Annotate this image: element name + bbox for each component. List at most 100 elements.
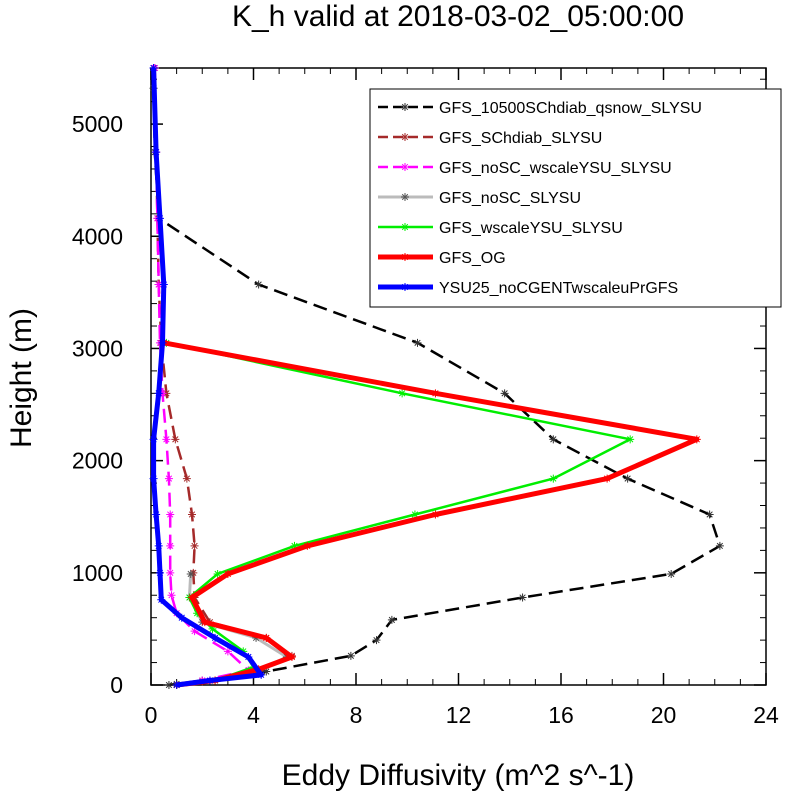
data-point-marker — [549, 435, 558, 444]
data-point-marker — [287, 652, 296, 661]
y-tick-label: 5000 — [72, 111, 123, 137]
data-point-marker — [603, 474, 612, 483]
y-tick-label: 3000 — [72, 335, 123, 361]
data-point-marker — [705, 510, 714, 519]
data-point-marker — [188, 510, 196, 519]
data-point-marker — [413, 338, 422, 347]
data-point-marker — [500, 389, 509, 398]
data-point-marker — [157, 595, 166, 604]
data-point-marker — [262, 633, 271, 642]
legend-marker — [401, 133, 409, 141]
series-4 — [162, 338, 635, 689]
legend-marker — [401, 193, 409, 201]
data-point-marker — [200, 618, 209, 627]
legend-label: GFS_noSC_SLYSU — [439, 190, 581, 207]
legend-label: GFS_OG — [439, 250, 506, 267]
data-point-marker — [188, 593, 196, 602]
data-point-marker — [431, 510, 440, 519]
data-point-marker — [155, 214, 164, 223]
chart-title: K_h valid at 2018-03-02_05:00:00 — [232, 0, 684, 33]
series-2 — [150, 64, 253, 689]
data-point-marker — [164, 681, 173, 689]
y-tick-label: 0 — [110, 672, 123, 698]
x-tick-label: 8 — [350, 702, 363, 728]
x-tick-label: 0 — [145, 702, 158, 728]
data-point-marker — [518, 593, 527, 602]
series-6 — [149, 64, 266, 689]
legend-marker — [401, 283, 409, 291]
y-tick-label: 1000 — [72, 560, 123, 586]
data-point-marker — [167, 591, 176, 600]
x-tick-label: 20 — [651, 702, 677, 728]
data-point-marker — [164, 474, 173, 483]
data-point-marker — [190, 541, 199, 550]
data-point-marker — [252, 633, 261, 642]
data-point-marker — [154, 389, 163, 398]
legend-box — [369, 88, 782, 308]
data-point-marker — [372, 636, 381, 645]
legend-marker — [401, 163, 409, 171]
data-point-marker — [290, 541, 299, 550]
y-tick-label: 4000 — [72, 223, 123, 249]
data-point-marker — [213, 569, 222, 578]
data-point-marker — [166, 541, 175, 550]
data-point-marker — [149, 474, 158, 483]
data-point-marker — [254, 280, 263, 289]
series-line — [163, 340, 700, 688]
y-axis-label: Height (m) — [5, 308, 38, 448]
legend-label: GFS_noSC_wscaleYSU_SLYSU — [439, 160, 672, 177]
x-tick-label: 12 — [446, 702, 472, 728]
data-point-marker — [667, 569, 676, 578]
data-point-marker — [182, 474, 191, 483]
data-point-marker — [208, 624, 217, 633]
data-point-marker — [162, 435, 171, 444]
series-line — [153, 67, 250, 687]
legend-label: GFS_10500SChdiab_qsnow_SLYSU — [439, 100, 702, 117]
data-point-marker — [158, 338, 167, 347]
data-point-marker — [149, 435, 158, 444]
legend-marker — [401, 253, 409, 261]
data-point-marker — [623, 474, 632, 483]
data-point-marker — [172, 681, 181, 689]
data-point-marker — [223, 647, 232, 656]
legend: GFS_10500SChdiab_qsnow_SLYSU GFS_SChdiab_… — [369, 88, 782, 308]
data-point-marker — [257, 670, 266, 679]
legend-label: GFS_wscaleYSU_SLYSU — [439, 220, 623, 237]
data-point-marker — [159, 280, 168, 289]
data-point-marker — [223, 569, 232, 578]
data-point-marker — [154, 280, 163, 289]
data-point-marker — [346, 651, 355, 660]
series-5 — [159, 338, 701, 689]
legend-label: YSU25_noCGENTwscaleuPrGFS — [439, 280, 678, 297]
x-tick-label: 4 — [247, 702, 260, 728]
x-axis-label: Eddy Diffusivity (m^2 s^-1) — [282, 759, 635, 792]
data-point-marker — [211, 633, 220, 642]
data-point-marker — [166, 568, 175, 577]
y-tick-label: 2000 — [72, 448, 123, 474]
x-tick-label: 16 — [548, 702, 574, 728]
data-point-marker — [692, 435, 701, 444]
data-point-marker — [303, 541, 312, 550]
data-point-marker — [171, 435, 180, 444]
data-point-marker — [186, 569, 195, 578]
data-point-marker — [205, 676, 214, 685]
data-point-marker — [387, 615, 396, 624]
data-point-marker — [262, 667, 271, 676]
data-point-marker — [398, 389, 407, 398]
data-point-marker — [190, 627, 199, 636]
data-point-marker — [715, 541, 724, 550]
series-line — [166, 341, 632, 687]
data-point-marker — [431, 389, 440, 398]
data-point-marker — [154, 541, 163, 550]
data-point-marker — [152, 148, 161, 157]
series-line — [151, 67, 264, 688]
data-point-marker — [410, 510, 419, 519]
data-point-marker — [149, 64, 158, 72]
data-point-marker — [152, 510, 161, 519]
data-point-marker — [155, 568, 164, 577]
data-point-marker — [193, 609, 202, 618]
series-line — [153, 67, 294, 687]
data-point-marker — [549, 474, 558, 483]
legend-marker — [401, 103, 409, 111]
